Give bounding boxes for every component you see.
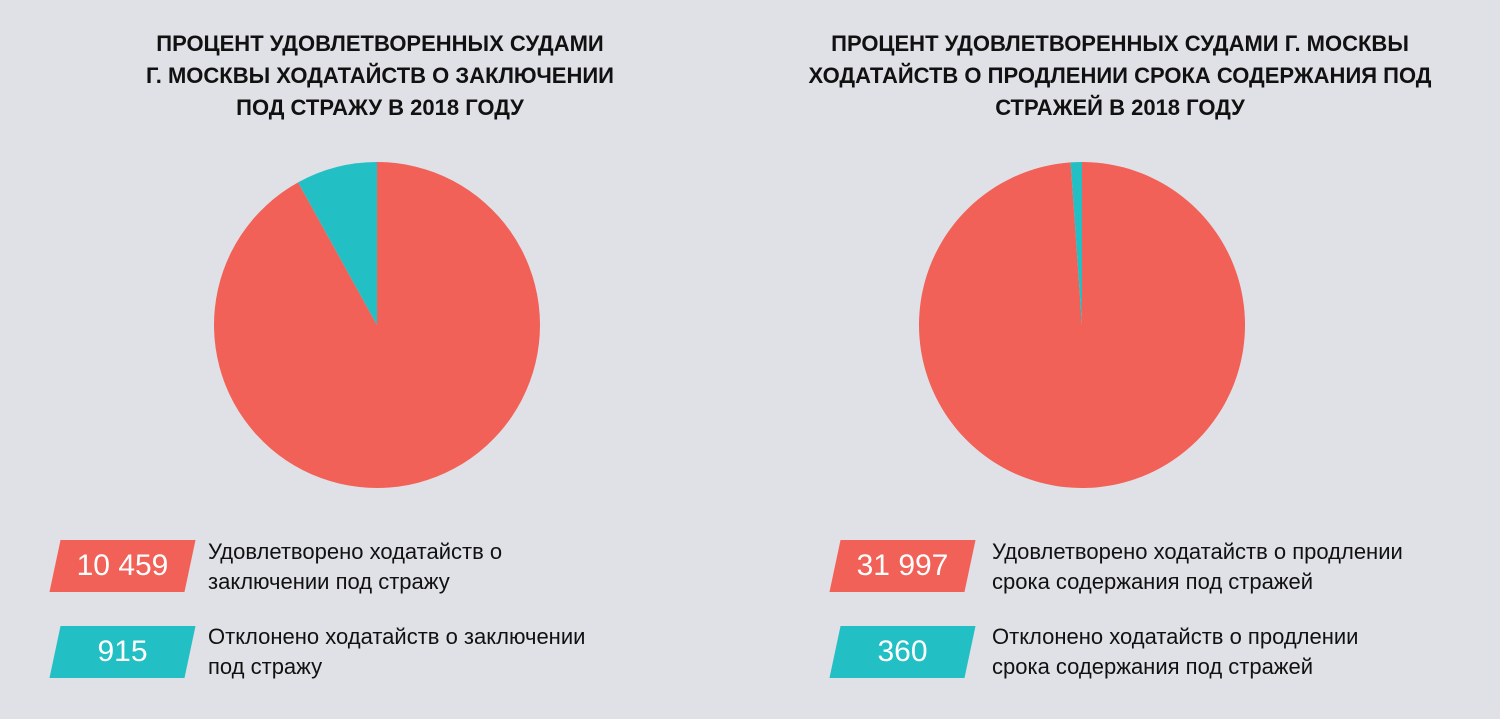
label-line: Отклонено ходатайств о заключении	[208, 624, 586, 649]
chart-title-detention: ПРОЦЕНТ УДОВЛЕТВОРЕННЫХ СУДАМИ Г. МОСКВЫ…	[80, 28, 680, 124]
legend-badge-rejected: 360	[829, 626, 976, 678]
title-line: ПОД СТРАЖУ В 2018 ГОДУ	[236, 95, 524, 120]
value-label: 360	[877, 635, 928, 668]
value-label: 915	[97, 635, 148, 668]
title-line: ПРОЦЕНТ УДОВЛЕТВОРЕННЫХ СУДАМИ	[156, 31, 604, 56]
pie-chart-extension	[919, 162, 1245, 488]
pie-chart-detention	[213, 162, 540, 488]
legend-label-granted: Удовлетворено ходатайств о заключении под…	[208, 537, 502, 597]
label-line: Удовлетворено ходатайств о продлении	[992, 539, 1403, 564]
pie-slice-granted	[213, 162, 540, 488]
label-line: срока содержания под стражей	[992, 654, 1314, 679]
label-line: срока содержания под стражей	[992, 569, 1314, 594]
legend-label-granted: Удовлетворено ходатайств о продлении срок…	[992, 537, 1403, 597]
value-label: 31 997	[856, 549, 949, 582]
legend-label-rejected: Отклонено ходатайств о заключении под стр…	[208, 622, 585, 682]
label-line: под стражу	[208, 654, 323, 679]
title-line: ХОДАТАЙСТВ О ПРОДЛЕНИИ СРОКА СОДЕРЖАНИЯ …	[808, 63, 1432, 88]
title-line: Г. МОСКВЫ ХОДАТАЙСТВ О ЗАКЛЮЧЕНИИ	[146, 63, 614, 88]
chart-title-extension: ПРОЦЕНТ УДОВЛЕТВОРЕННЫХ СУДАМИ Г. МОСКВЫ…	[770, 28, 1470, 124]
label-line: Отклонено ходатайств о продлении	[992, 624, 1359, 649]
pie-slice-rejected	[298, 162, 377, 325]
legend-badge-rejected: 915	[49, 626, 196, 678]
pie-slice-rejected	[1070, 162, 1082, 325]
legend-badge-granted: 10 459	[49, 540, 196, 592]
label-line: Удовлетворено ходатайств о	[208, 539, 503, 564]
value-label: 10 459	[76, 549, 169, 582]
title-line: ПРОЦЕНТ УДОВЛЕТВОРЕННЫХ СУДАМИ Г. МОСКВЫ	[831, 31, 1409, 56]
legend-label-rejected: Отклонено ходатайств о продлении срока со…	[992, 622, 1358, 682]
label-line: заключении под стражу	[208, 569, 450, 594]
legend-badge-granted: 31 997	[829, 540, 976, 592]
title-line: СТРАЖЕЙ В 2018 ГОДУ	[995, 95, 1245, 120]
